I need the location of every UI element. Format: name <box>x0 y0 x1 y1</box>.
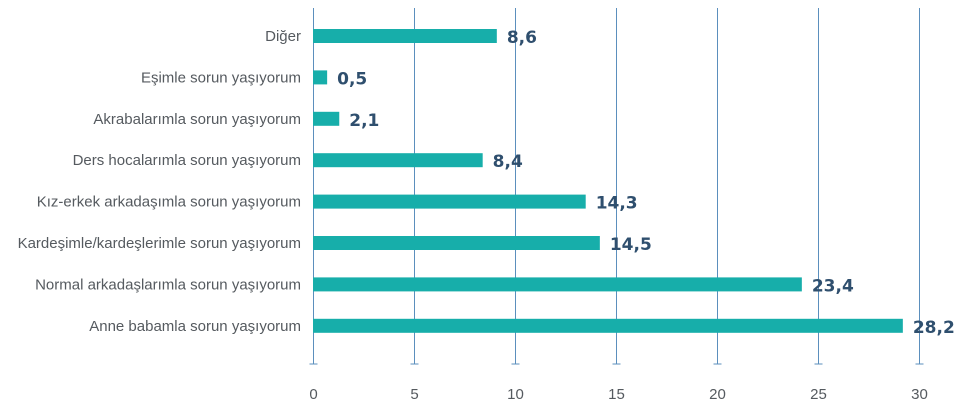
x-tick-label: 20 <box>709 386 726 403</box>
x-tick-label: 0 <box>309 386 317 403</box>
category-label: Akrabalarımla sorun yaşıyorum <box>93 111 301 128</box>
x-tick-label: 5 <box>410 386 418 403</box>
data-label: 28,2 <box>913 318 955 338</box>
bar <box>313 277 802 292</box>
x-tick-label: 15 <box>608 386 625 403</box>
data-label: 14,3 <box>596 194 638 214</box>
data-label: 14,5 <box>610 235 652 255</box>
x-tick-label: 30 <box>911 386 928 403</box>
bar <box>313 318 903 333</box>
category-label: Diğer <box>265 28 301 45</box>
bar <box>313 111 340 126</box>
category-label: Anne babamla sorun yaşıyorum <box>89 318 301 335</box>
bar <box>313 236 600 250</box>
bar <box>313 70 328 85</box>
data-label: 23,4 <box>812 276 854 296</box>
category-label: Eşimle sorun yaşıyorum <box>141 69 301 86</box>
x-tick-label: 25 <box>810 386 827 403</box>
data-label: 8,6 <box>507 28 537 48</box>
category-label: Ders hocalarımla sorun yaşıyorum <box>73 152 301 169</box>
bar <box>313 153 483 168</box>
data-label: 8,4 <box>493 152 523 172</box>
data-label: 0,5 <box>337 69 367 89</box>
bar <box>313 194 586 209</box>
data-label: 2,1 <box>349 111 379 131</box>
bar <box>313 29 497 43</box>
category-label: Kardeşimle/kardeşlerimle sorun yaşıyorum <box>18 235 301 252</box>
x-tick-label: 10 <box>507 386 524 403</box>
category-label: Kız-erkek arkadaşımla sorun yaşıyorum <box>37 194 301 211</box>
category-label: Normal arkadaşlarımla sorun yaşıyorum <box>35 276 301 293</box>
